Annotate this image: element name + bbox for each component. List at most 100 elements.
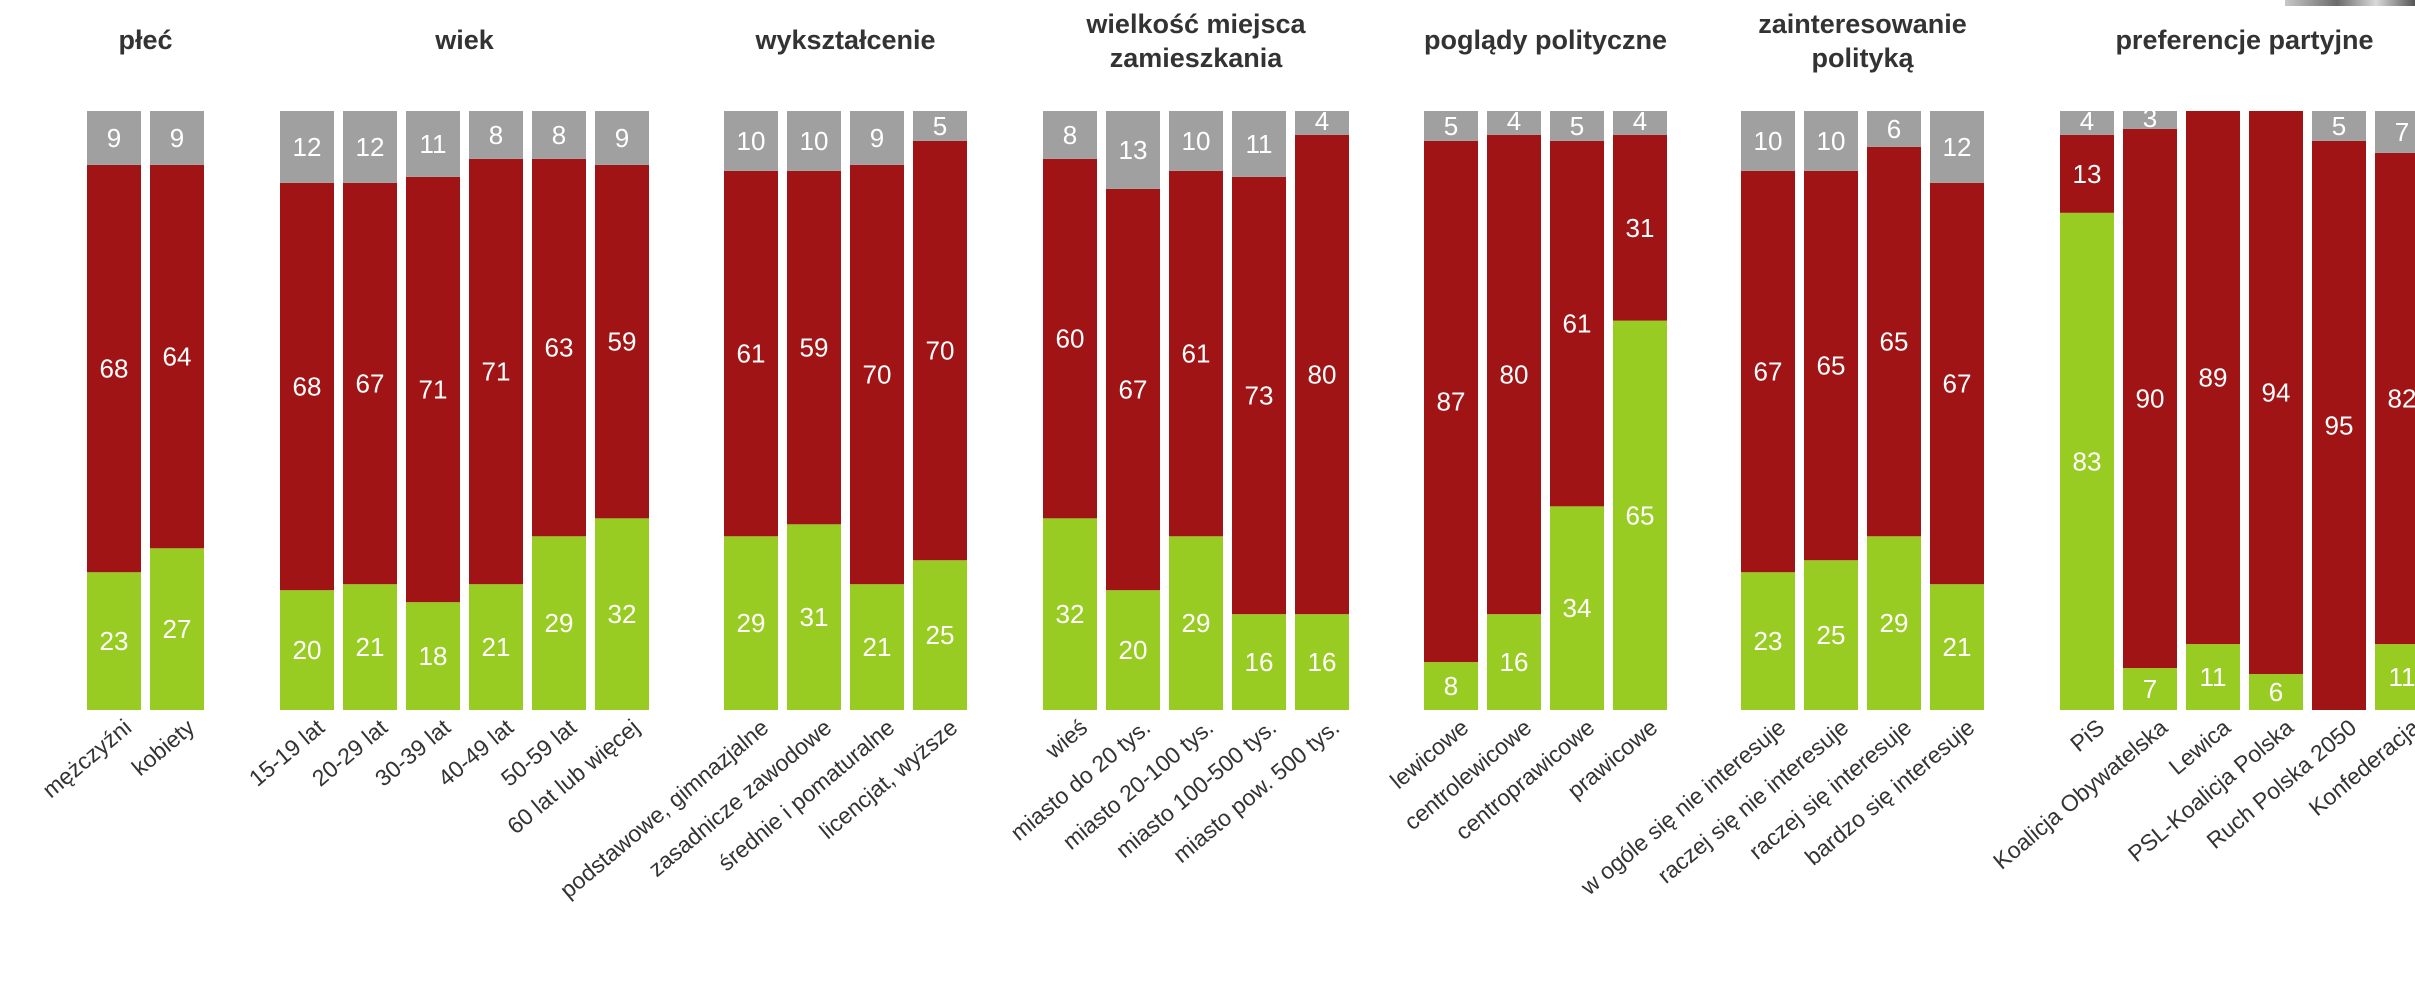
value-label-red: 70 [926, 336, 955, 366]
value-label-gray: 12 [1943, 132, 1972, 162]
segment-gray [1550, 111, 1604, 141]
value-label-red: 67 [1119, 375, 1148, 405]
bar-60-lat-lub-wiecej: 32 59 9 [595, 111, 649, 710]
value-label-red: 94 [2262, 378, 2291, 408]
value-label-red: 73 [1245, 381, 1274, 411]
group-titles: płeć wiek wykształcenie wielkość miejsca zam… [118, 9, 2373, 73]
segment-red [2375, 152, 2415, 645]
segment-red [532, 158, 586, 537]
bar-raczej-sie-nie-interesuje: 25 65 10 [1804, 111, 1858, 710]
bar-centroprawicowe: 34 61 5 [1550, 111, 1604, 710]
segment-green [1232, 614, 1286, 710]
value-label-gray: 4 [1315, 106, 1329, 136]
value-label-gray: 12 [356, 132, 385, 162]
segment-green [2060, 212, 2114, 710]
group-title-wielkosc-miejsca: wielkość miejsca [1085, 9, 1306, 39]
value-label-green: 18 [419, 641, 448, 671]
value-label-red: 65 [1880, 327, 1909, 357]
segment-green [1804, 560, 1858, 710]
segment-green [1930, 584, 1984, 710]
segment-gray [280, 111, 334, 183]
bar-20-29-lat: 21 67 12 [343, 111, 397, 710]
segment-gray [2123, 111, 2177, 129]
segment-red [1741, 170, 1795, 573]
value-label-gray: 6 [1887, 114, 1901, 144]
bar-konfederacja: 11 82 7 [2375, 111, 2415, 710]
value-label-green: 29 [1182, 608, 1211, 638]
segment-gray [2312, 111, 2366, 141]
segment-gray [1232, 111, 1286, 177]
value-label-green: 11 [2200, 662, 2227, 692]
group-title-preferencje-partyjne: preferencje partyjne [2115, 25, 2373, 55]
value-label-green: 20 [1119, 635, 1148, 665]
value-label-gray: 11 [420, 129, 447, 159]
segment-red [724, 170, 778, 537]
bar-miasto-pow-500-tys: 16 80 4 [1295, 106, 1349, 710]
segment-red [280, 182, 334, 591]
segment-green [1613, 320, 1667, 710]
value-label-red: 89 [2199, 363, 2228, 393]
bar-lewica: 11 89 [2186, 111, 2240, 710]
segment-green [1550, 506, 1604, 710]
bar-30-39-lat: 18 71 11 [406, 111, 460, 710]
value-label-green: 29 [545, 608, 574, 638]
segment-gray [2375, 111, 2415, 153]
bar-bardzo-sie-interesuje: 21 67 12 [1930, 111, 1984, 710]
segment-gray [150, 111, 204, 165]
segment-red [2123, 128, 2177, 669]
value-label-green: 20 [293, 635, 322, 665]
value-label-red: 68 [100, 354, 129, 384]
bar-15-19-lat: 20 68 12 [280, 111, 334, 710]
value-label-red: 60 [1056, 324, 1085, 354]
value-label-gray: 5 [1444, 111, 1458, 141]
segment-gray [87, 111, 141, 165]
value-label-red: 65 [1817, 351, 1846, 381]
bar-40-49-lat: 21 71 8 [469, 111, 523, 710]
value-label-red: 90 [2136, 384, 2165, 414]
segment-green [724, 536, 778, 710]
value-label-gray: 3 [2143, 103, 2157, 133]
value-label-green: 11 [2389, 662, 2415, 692]
segment-green [850, 584, 904, 710]
value-label-gray: 4 [1633, 106, 1647, 136]
segment-gray [406, 111, 460, 177]
segment-green [2249, 674, 2303, 710]
segment-gray [469, 111, 523, 159]
value-label-green: 27 [163, 614, 192, 644]
segment-gray [1169, 111, 1223, 171]
segment-green [280, 590, 334, 710]
value-label-gray: 13 [1119, 135, 1148, 165]
bar-kobiety: 27 64 9 [150, 111, 204, 710]
bar-lewicowe: 8 87 5 [1424, 111, 1478, 710]
segment-green [343, 584, 397, 710]
segment-green [2375, 644, 2415, 710]
segment-gray [913, 111, 967, 141]
segment-red [1487, 134, 1541, 615]
value-label-red: 87 [1437, 387, 1466, 417]
value-label-green: 25 [926, 620, 955, 650]
value-label-green: 8 [1444, 671, 1458, 701]
segment-red [150, 164, 204, 549]
segment-red [595, 164, 649, 519]
value-label-gray: 8 [552, 120, 566, 150]
segment-green [1741, 572, 1795, 710]
category-label-wies: wieś [1039, 714, 1092, 764]
value-label-red: 71 [482, 357, 511, 387]
segment-red [1043, 158, 1097, 519]
value-label-red: 31 [1626, 213, 1655, 243]
segment-gray [2060, 111, 2114, 135]
value-label-green: 6 [2269, 677, 2283, 707]
value-label-red: 80 [1500, 360, 1529, 390]
bar-licencjat-wyzsze: 25 70 5 [913, 111, 967, 710]
segment-green [1867, 536, 1921, 710]
value-label-green: 21 [356, 632, 385, 662]
group-title-wiek: wiek [434, 25, 495, 55]
segment-green [913, 560, 967, 710]
bar-podstawowe-gimnazjalne: 29 61 10 [724, 111, 778, 710]
segment-red [406, 176, 460, 603]
category-label-mezczyzni: mężczyźni [37, 714, 136, 803]
value-label-green: 29 [1880, 608, 1909, 638]
segment-green [469, 584, 523, 710]
value-label-red: 82 [2388, 384, 2415, 414]
bar-mezczyzni: 23 68 9 [87, 111, 141, 710]
